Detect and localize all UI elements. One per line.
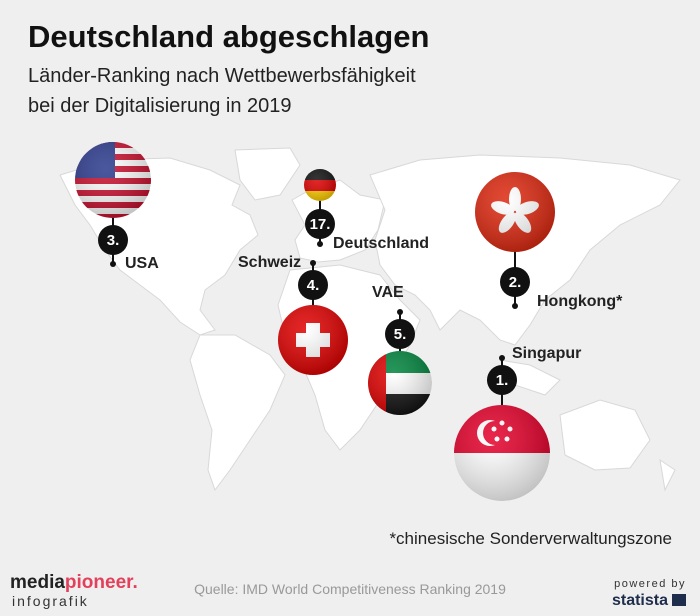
country-label: USA [125, 255, 159, 272]
publisher-logo: mediapioneer. [10, 572, 138, 593]
marker-uae: 5. VAE [368, 284, 432, 415]
rank-badge: 4. [307, 277, 320, 294]
rank-badge: 3. [107, 232, 120, 249]
powered-by: powered by [614, 578, 686, 590]
country-label: Schweiz [238, 254, 301, 271]
rank-badge: 17. [310, 216, 331, 233]
country-label: Deutschland [333, 235, 429, 252]
rank-badge: 5. [394, 326, 407, 343]
marker-germany: 17. Deutschland [304, 169, 429, 252]
rank-badge: 1. [496, 372, 509, 389]
country-label: Hongkong* [537, 293, 623, 310]
statista-logo: statista [612, 592, 668, 609]
country-label: Singapur [512, 345, 581, 362]
statista-icon [672, 594, 686, 606]
subtitle: Länder-Ranking nach Wettbewerbsfähigkeit [28, 65, 416, 87]
marker-usa: 3. USA [75, 142, 159, 272]
rank-badge: 2. [509, 274, 522, 291]
country-label: VAE [372, 284, 404, 301]
marker-switzerland: 4. Schweiz [238, 254, 348, 375]
subtitle: bei der Digitalisierung in 2019 [28, 95, 292, 117]
source: Quelle: IMD World Competitiveness Rankin… [194, 581, 506, 597]
title: Deutschland abgeschlagen [28, 19, 429, 54]
marker-hongkong: 2. Hongkong* [475, 172, 623, 310]
footnote: *chinesische Sonderverwaltungszone [389, 529, 672, 548]
publisher-sub: infografik [12, 593, 89, 609]
